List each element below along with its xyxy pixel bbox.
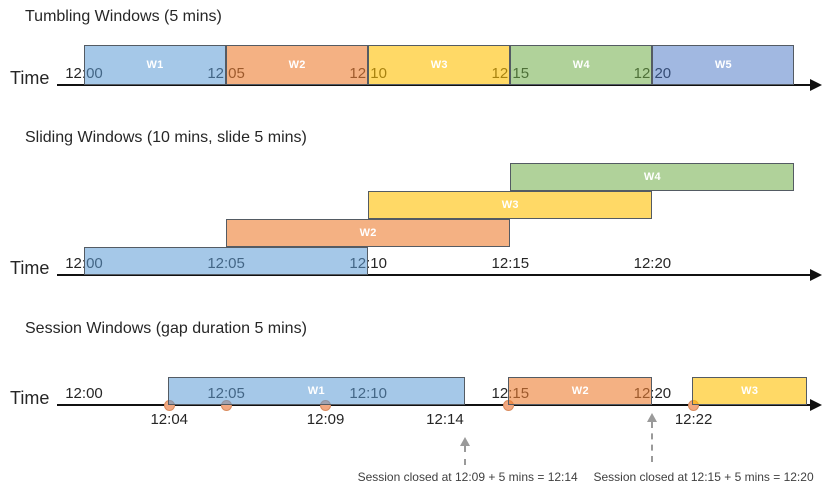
sliding-window-label-w2: W2 — [359, 227, 377, 239]
annotation-arrow-up-icon — [647, 413, 658, 422]
annotation-arrow-stem — [651, 422, 654, 462]
sliding-axis-arrow-icon — [810, 269, 822, 281]
sliding-window-bar-w4 — [510, 163, 795, 191]
sliding-tick-label-12-15: 12:15 — [491, 255, 530, 272]
session-axis-arrow-icon — [810, 399, 822, 411]
session-window-label-w1: W1 — [307, 385, 325, 397]
annotation-arrow-stem — [463, 446, 466, 465]
tumbling-window-bar-w4 — [510, 45, 653, 85]
session-window-label-w3: W3 — [741, 385, 759, 397]
tumbling-window-label-w1: W1 — [146, 59, 164, 71]
tumbling-time-axis-label: Time — [10, 68, 50, 88]
sliding-section-title: Sliding Windows (10 mins, slide 5 mins) — [25, 129, 307, 146]
sliding-window-label-w4: W4 — [643, 171, 661, 183]
session-tick-label-12-00: 12:00 — [65, 385, 103, 402]
tumbling-time-axis — [57, 84, 812, 86]
session-close-annotation: Session closed at 12:15 + 5 mins = 12:20 — [593, 470, 814, 484]
tumbling-window-label-w5: W5 — [714, 59, 732, 71]
tumbling-window-bar-w3 — [368, 45, 511, 85]
sliding-time-axis — [57, 274, 812, 276]
session-time-axis-label: Time — [10, 388, 50, 408]
tumbling-window-label-w3: W3 — [430, 59, 448, 71]
session-close-annotation: Session closed at 12:09 + 5 mins = 12:14 — [357, 470, 578, 484]
session-section-title: Session Windows (gap duration 5 mins) — [25, 320, 307, 337]
session-window-bar-w3 — [692, 377, 808, 405]
tumbling-window-bar-w5 — [652, 45, 795, 85]
session-window-bar-w1 — [167, 377, 465, 405]
session-window-bar-w2 — [508, 377, 653, 405]
tumbling-window-label-w4: W4 — [572, 59, 590, 71]
sliding-time-axis-label: Time — [10, 258, 50, 278]
event-time-label-12-04: 12:04 — [150, 411, 189, 428]
tumbling-window-bar-w2 — [226, 45, 369, 85]
sliding-window-bar-w3 — [368, 191, 653, 219]
sliding-window-bar-w1 — [84, 247, 369, 275]
annotation-arrow-up-icon — [459, 437, 470, 446]
session-window-label-w2: W2 — [571, 385, 589, 397]
event-time-label-12-09: 12:09 — [306, 411, 345, 428]
event-time-label-12-22: 12:22 — [674, 411, 713, 428]
sliding-tick-label-12-20: 12:20 — [633, 255, 672, 272]
event-time-label-12-14: 12:14 — [426, 411, 464, 428]
session-time-axis — [57, 404, 812, 406]
tumbling-section-title: Tumbling Windows (5 mins) — [25, 8, 222, 25]
tumbling-window-bar-w1 — [84, 45, 227, 85]
tumbling-window-label-w2: W2 — [288, 59, 306, 71]
tumbling-axis-arrow-icon — [810, 79, 822, 91]
sliding-window-bar-w2 — [226, 219, 511, 247]
sliding-window-label-w3: W3 — [501, 199, 519, 211]
